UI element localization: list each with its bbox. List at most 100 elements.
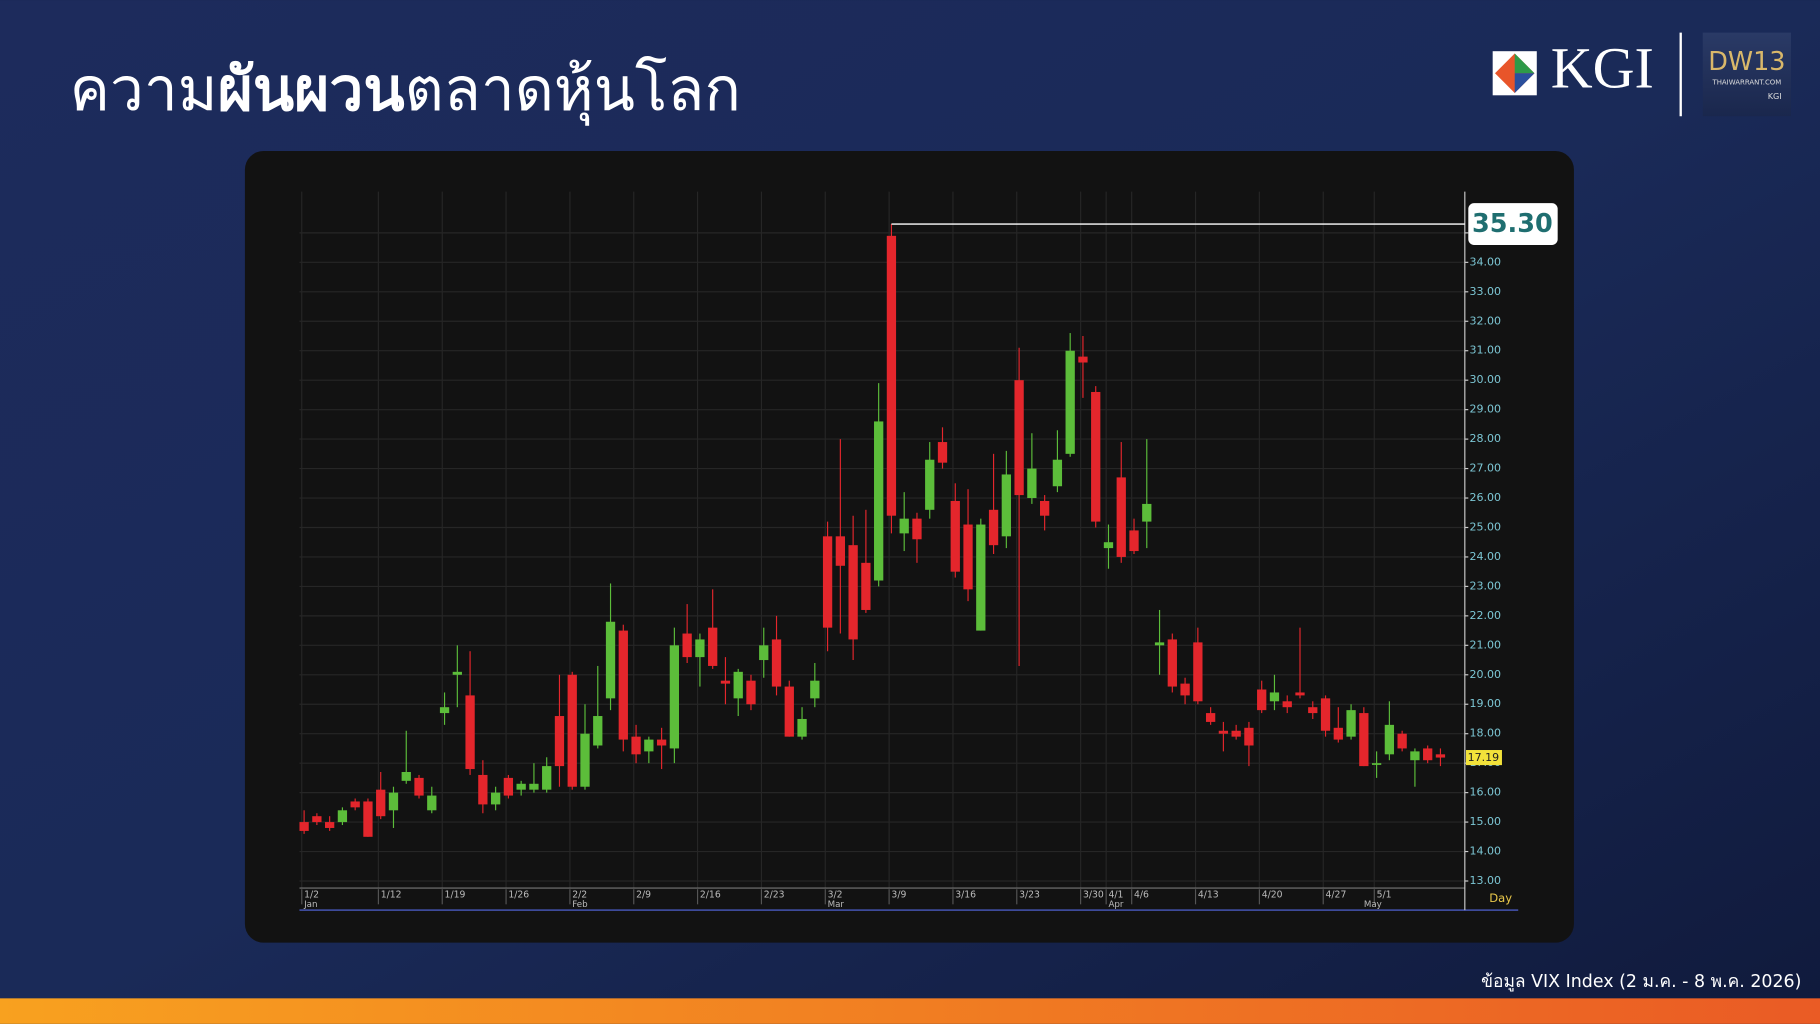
candle-body [1244,727,1254,746]
candle-body [1116,477,1126,557]
candle-body [1065,350,1075,454]
candle-body [414,777,424,796]
candle-body [733,671,743,699]
candle-body [759,645,769,661]
candle-body [1333,727,1343,740]
y-tick-label: 14.00 [1469,845,1501,858]
candle-body [912,518,922,540]
candle-body [771,639,782,687]
x-tick-label: 3/16 [955,890,976,901]
candle-body [503,777,514,796]
candle-body [950,500,960,572]
candle-body [516,783,526,790]
title-bold: ผันผวน [218,55,405,125]
x-tick-label: 2/9 [636,890,651,901]
plot: 13.0014.0015.0016.0017.0018.0019.0020.00… [299,191,1558,911]
last-price-box [1465,750,1502,766]
y-tick-label: 19.00 [1469,697,1501,710]
candle-body [1154,642,1165,646]
x-tick-label: 4/20 [1262,890,1283,901]
candle-body [1269,692,1280,702]
candle-body [452,671,462,675]
y-tick-label: 32.00 [1469,314,1501,327]
candle-body [1423,748,1433,761]
candle-body [1167,639,1177,687]
y-tick-label: 23.00 [1469,579,1501,592]
candle-body [439,707,450,714]
y-tick-label: 28.00 [1469,432,1501,445]
candle-body [644,739,654,752]
logo-diamond [1514,73,1535,93]
dw-sub: KGI [1768,91,1782,101]
candle-body [1384,724,1395,755]
candle-body [720,680,731,684]
candle-body [899,518,909,534]
candle-body [567,674,577,787]
month-label: Apr [1108,900,1123,910]
x-unit-label: Day [1489,891,1512,905]
candle-body [925,459,935,510]
y-tick-label: 18.00 [1469,727,1501,740]
x-tick-label: 4/27 [1326,890,1347,901]
candle-body [376,789,386,817]
candle-body [580,733,590,787]
y-tick-label: 27.00 [1469,462,1501,475]
candle-body [1052,459,1063,487]
candle-body [861,562,871,610]
month-label: Jan [303,900,317,910]
candle-body [427,795,437,811]
y-tick-label: 15.00 [1469,815,1501,828]
candle-body [1027,468,1037,499]
candle-body [874,421,884,581]
candle-body [1129,530,1139,552]
candle-body [350,801,360,808]
candle-body [810,680,820,699]
slide-title: ความผันผวนตลาดหุ้นโลก [70,55,741,126]
candle-body [605,621,616,699]
candle-body [822,536,833,628]
month-label: Mar [828,900,845,910]
logo-diamond [1514,53,1535,74]
dw-box [1702,32,1791,117]
title-part: ความ [70,55,218,125]
candle-body [963,524,973,590]
candle-body [478,774,488,805]
y-tick-label: 13.00 [1469,874,1501,887]
x-tick-label: 2/2 [572,890,587,901]
annotation-label: 35.30 [1472,209,1553,239]
chart-panel [244,151,1574,943]
y-tick-label: 26.00 [1469,491,1501,504]
candle-body [312,816,322,823]
x-tick-label: 1/12 [381,890,402,901]
y-tick-label: 31.00 [1469,344,1501,357]
candle-body [1410,751,1420,761]
x-tick-label: 3/30 [1083,890,1104,901]
x-tick-label: 3/9 [891,890,906,901]
y-tick-label: 33.00 [1469,285,1501,298]
x-tick-label: 5/1 [1377,890,1392,901]
candle-body [656,739,667,746]
dw-text: DW13 [1708,47,1785,77]
month-label: Feb [572,900,588,910]
candle-body [529,783,539,790]
candle-body [490,792,501,805]
dw-site: THAIWARRANT.COM [1711,79,1781,87]
x-tick-label: 1/26 [508,890,529,901]
candle-body [363,801,373,837]
y-tick-label: 29.00 [1469,403,1501,416]
candle-body [1397,733,1407,749]
candle-body [1001,474,1011,537]
title-part: ตลาดหุ้นโลก [405,55,741,126]
candle-body [682,633,692,658]
candle-body [299,822,309,831]
candle-body [542,766,552,790]
candle-body [797,718,807,737]
x-tick-label: 1/2 [304,890,319,901]
annotation-box [1468,203,1558,245]
x-tick-label: 3/23 [1019,890,1040,901]
candle-body [695,639,705,658]
candle-body [388,792,399,811]
candle-body [554,716,565,767]
x-tick-label: 4/13 [1198,890,1219,901]
